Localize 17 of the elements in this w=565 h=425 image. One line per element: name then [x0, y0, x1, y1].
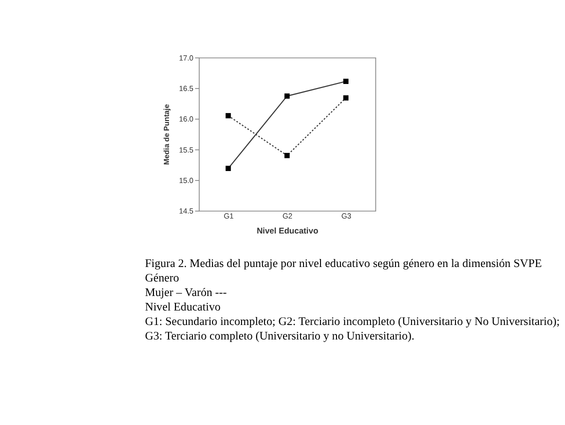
x-tick-label: G3 [341, 212, 352, 221]
y-tick-label: 16.5 [178, 84, 194, 93]
y-axis-title: Media de Puntaje [162, 104, 171, 165]
y-tick-label: 16.0 [178, 114, 194, 124]
x-tick-label: G2 [282, 212, 292, 221]
text: Figura 2. Medias del puntaje por nivel educativo según género en la dimensión SVPE [144, 256, 542, 270]
y-tick-label: 15.0 [178, 176, 194, 185]
text: Mujer – Varón --- [144, 286, 227, 299]
text: G3: Terciario completo (Universitario y no Universitario). [144, 329, 414, 342]
y-tick-label: 17.0 [178, 53, 194, 62]
x-axis-title: Nivel Educativo [256, 226, 318, 236]
text: Nivel Educativo [144, 300, 221, 314]
y-tick-label: 15.5 [178, 145, 194, 154]
text: G1: Secundario incompleto; G2: Terciario incompleto (Universitario y No Universitario); [144, 314, 560, 328]
text: Género [144, 271, 180, 284]
y-tick-label: 14.5 [178, 206, 194, 216]
x-tick-label: G1 [224, 212, 234, 221]
